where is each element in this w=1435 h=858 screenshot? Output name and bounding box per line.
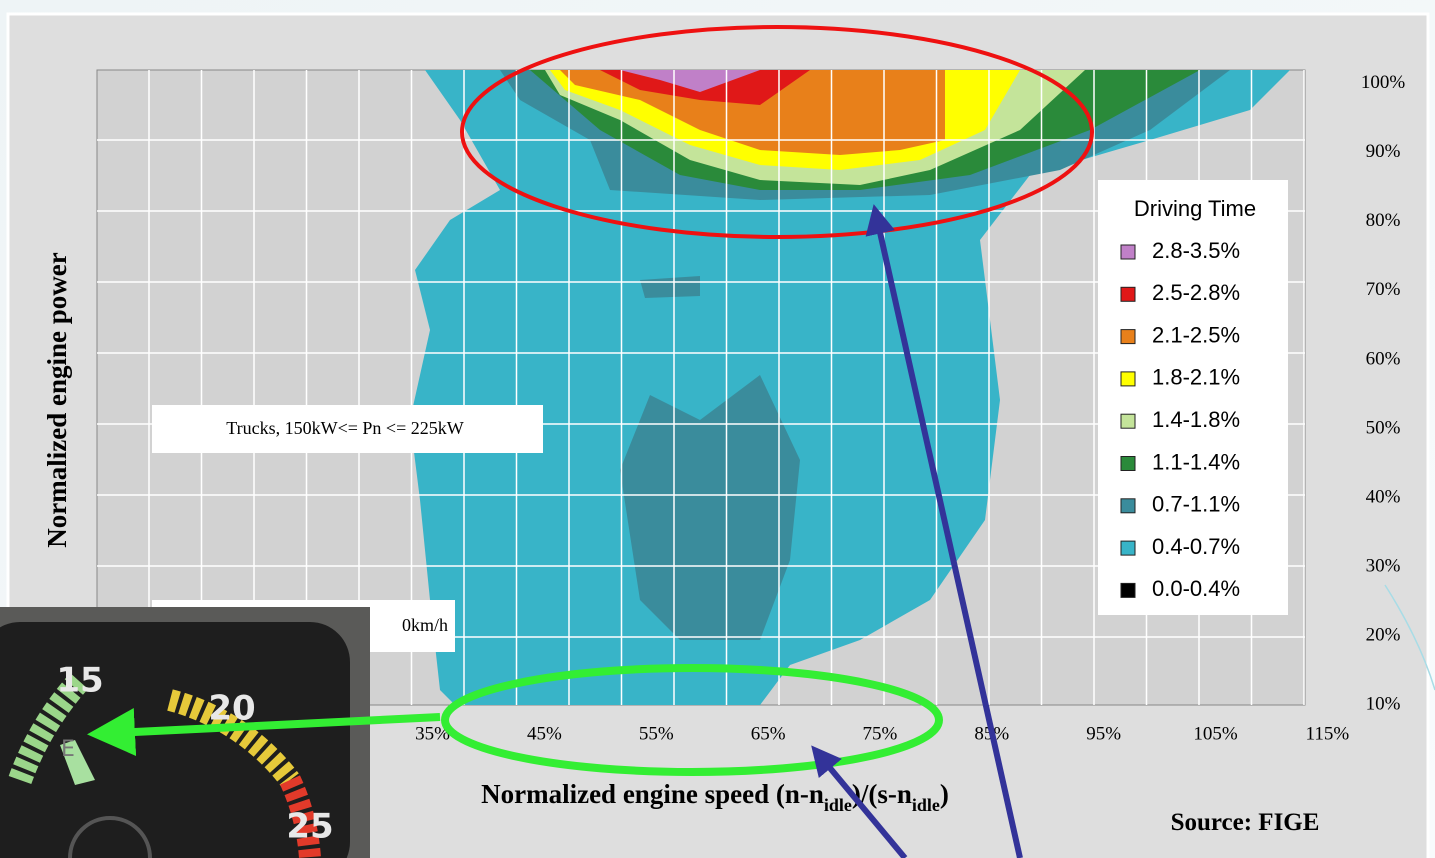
arrow <box>87 708 441 757</box>
y-axis-label: Normalized engine power <box>42 252 72 547</box>
x-axis-label: Normalized engine speed (n-nidle)/(s-nid… <box>481 779 949 815</box>
legend-label: 2.1-2.5% <box>1152 322 1240 347</box>
y-tick-label: 90% <box>1366 141 1401 162</box>
x-label-sub: idle <box>824 795 852 815</box>
annotation-box <box>152 405 543 453</box>
x-label-part: Normalized engine speed (n-n <box>481 779 824 809</box>
legend-label: 1.1-1.4% <box>1152 449 1240 474</box>
legend-swatch <box>1120 286 1136 302</box>
legend-swatch <box>1120 456 1136 471</box>
x-tick-label: 95% <box>1086 723 1121 744</box>
legend-swatch <box>1120 540 1136 556</box>
legend-label: 2.5-2.8% <box>1152 280 1240 305</box>
legend-label: 1.8-2.1% <box>1152 365 1240 390</box>
arrow <box>811 745 908 858</box>
gauge-label: 20 <box>208 689 255 729</box>
x-tick-label: 55% <box>639 723 674 744</box>
source: Source: FIGE <box>1171 809 1320 836</box>
gauge-label: 25 <box>286 807 333 847</box>
contour-region <box>620 70 760 92</box>
gauge-photo: 15 20 25 E <box>0 607 370 858</box>
annotation: 0km/h <box>402 615 448 635</box>
legend-swatch <box>1120 498 1136 514</box>
y-tick-label: 60% <box>1366 348 1401 369</box>
gauge-needle-zone <box>60 740 95 785</box>
y-tick-label: 20% <box>1366 624 1401 645</box>
legend-swatch <box>1120 413 1136 429</box>
x-tick-label: 115% <box>1306 723 1350 744</box>
ticks: 35%45%55%65%75%85%95%105%115%10%20%30%40… <box>415 72 1405 744</box>
gauge-arc <box>279 775 321 858</box>
x-tick-label: 105% <box>1193 723 1238 744</box>
gauge-label: 15 <box>56 661 103 701</box>
y-tick-label: 40% <box>1366 486 1401 507</box>
x-label-part: ) <box>940 779 949 809</box>
x-tick-label: 75% <box>863 723 898 744</box>
legend-label: 0.7-1.1% <box>1152 492 1240 517</box>
contour-region <box>410 70 1290 705</box>
gauge-label: E <box>61 737 75 762</box>
legend-title: Driving Time <box>1134 196 1256 221</box>
y-tick-label: 100% <box>1361 72 1406 93</box>
gauge-face <box>0 622 350 858</box>
legend-entries: 2.8-3.5% 2.5-2.8% 2.1-2.5% 1.8-2.1% 1.4-1.8%… <box>1120 238 1240 601</box>
y-tick-label: 80% <box>1366 210 1401 231</box>
annotation: Trucks, 150kW<= Pn <= 225kW <box>226 418 463 438</box>
highlight-ellipse <box>441 664 943 776</box>
legend-swatch <box>1120 582 1136 598</box>
gauge-hub <box>68 816 152 858</box>
y-tick-label: 70% <box>1366 279 1401 300</box>
legend-swatch <box>1120 329 1136 345</box>
highlight-ellipse <box>460 25 1094 239</box>
y-tick-label: 50% <box>1366 417 1401 438</box>
decor-line <box>1384 584 1435 691</box>
y-tick-label: 10% <box>1366 693 1401 714</box>
contours <box>410 70 1290 705</box>
legend-label: 1.4-1.8% <box>1152 407 1240 432</box>
x-tick-label: 65% <box>751 723 786 744</box>
legend-swatch <box>1120 371 1136 387</box>
contour-region <box>620 375 800 640</box>
legend-label: 2.8-3.5% <box>1152 238 1240 263</box>
y-tick-label: 30% <box>1366 555 1401 576</box>
legend-label: 0.4-0.7% <box>1152 534 1240 559</box>
arrow <box>865 204 1023 858</box>
x-tick-label: 35% <box>415 723 450 744</box>
legend-label: 0.0-0.4% <box>1152 576 1240 601</box>
x-tick-label: 45% <box>527 723 562 744</box>
legend-swatch <box>1120 244 1136 260</box>
x-label-sub: idle <box>912 795 940 815</box>
